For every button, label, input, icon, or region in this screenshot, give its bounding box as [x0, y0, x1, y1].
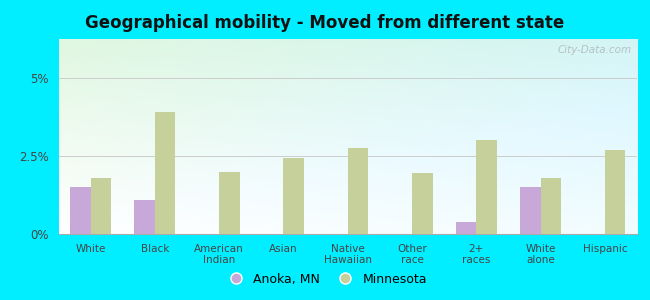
- Bar: [135, 200, 155, 234]
- Bar: [70, 187, 90, 234]
- Bar: [520, 187, 541, 234]
- Text: City-Data.com: City-Data.com: [557, 45, 631, 55]
- Bar: [283, 158, 304, 234]
- Bar: [348, 148, 369, 234]
- Bar: [605, 150, 625, 234]
- Bar: [541, 178, 561, 234]
- Legend: Anoka, MN, Minnesota: Anoka, MN, Minnesota: [218, 268, 432, 291]
- Bar: [219, 172, 240, 234]
- Text: Geographical mobility - Moved from different state: Geographical mobility - Moved from diffe…: [85, 14, 565, 32]
- Bar: [456, 221, 476, 234]
- Bar: [476, 140, 497, 234]
- Bar: [412, 173, 433, 234]
- Bar: [90, 178, 111, 234]
- Bar: [155, 112, 176, 234]
